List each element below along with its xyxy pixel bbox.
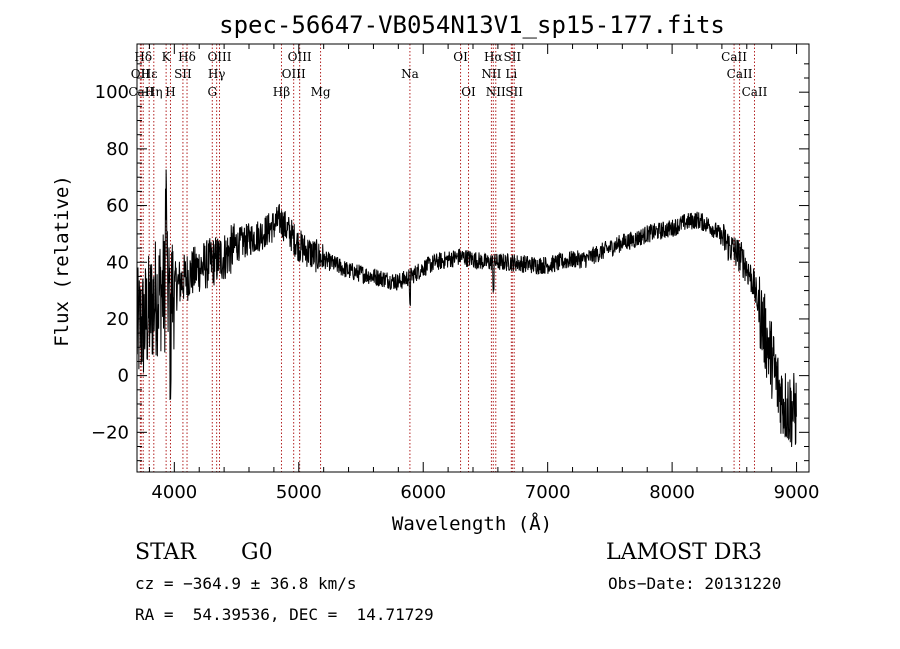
spectral-line-label: K — [162, 50, 172, 64]
spectral-line-label: OIII — [288, 50, 312, 64]
spectral-line-label: OI — [461, 85, 476, 99]
spectral-line-label: CaII — [721, 50, 747, 64]
spectral-line-label: NII — [486, 85, 506, 99]
survey-name: LAMOST DR3 — [606, 540, 762, 565]
spectral-line-label: Hβ — [273, 85, 290, 99]
spectral-line-label: OIII — [282, 67, 306, 81]
spectral-line-labels: Hδ OII CaII Hε Hη K H SII Hδ OIII Hγ G Hβ OIII OIII Mg N… — [128, 50, 767, 99]
spectral-line-label: SII — [503, 50, 521, 64]
coordinates-readout: RA = 54.39536, DEC = 14.71729 — [135, 605, 434, 624]
y-tick-label: 100 — [95, 82, 129, 103]
spectral-line-label: Hα — [484, 50, 503, 64]
y-axis-label: Flux (relative) — [51, 175, 73, 347]
y-tick-label: 0 — [118, 366, 129, 387]
spectral-line-label: Hε — [141, 67, 158, 81]
spectral-line-label: G — [207, 85, 217, 99]
spectral-line-label: Hγ — [208, 67, 226, 81]
object-subclass: G0 — [241, 540, 273, 565]
spectral-line-label: Hδ — [134, 50, 152, 64]
x-axis-ticks: 4000 5000 6000 7000 8000 9000 — [148, 44, 820, 503]
y-tick-label: −20 — [91, 422, 129, 443]
y-tick-label: 80 — [106, 139, 129, 160]
spectral-line-label: OII — [131, 67, 151, 81]
object-class: STAR — [135, 540, 196, 565]
x-tick-label: 5000 — [276, 482, 322, 503]
spectral-line-label: SII — [505, 85, 523, 99]
spectral-line-label: Li — [505, 67, 517, 81]
spectral-line-label: OIII — [207, 50, 231, 64]
x-tick-label: 6000 — [400, 482, 446, 503]
x-tick-label: 9000 — [774, 482, 820, 503]
x-tick-label: 8000 — [649, 482, 695, 503]
x-tick-label: 7000 — [525, 482, 571, 503]
spectral-line-label: H — [165, 85, 175, 99]
spectral-line-label: CaII — [742, 85, 768, 99]
x-tick-label: 4000 — [151, 482, 197, 503]
observation-date: Obs−Date: 20131220 — [608, 574, 782, 593]
spectral-line-label: OI — [453, 50, 468, 64]
spectral-line-label: Na — [401, 67, 419, 81]
chart-title: spec-56647-VB054N13V1_sp15-177.fits — [219, 11, 725, 39]
spectral-line-label: Mg — [311, 85, 331, 99]
y-axis-ticks: −20 0 20 40 60 80 100 — [91, 63, 809, 462]
spectral-line-label: SII — [174, 67, 192, 81]
y-tick-label: 20 — [106, 309, 129, 330]
velocity-readout: cz = −364.9 ± 36.8 km/s — [135, 574, 357, 593]
spectrum-series — [136, 169, 797, 448]
x-axis-label: Wavelength (Å) — [392, 512, 552, 535]
spectral-line-label: Hδ — [178, 50, 196, 64]
spectral-line-label: CaII — [727, 67, 753, 81]
spectral-line-label: NII — [481, 67, 501, 81]
y-tick-label: 60 — [106, 196, 129, 217]
y-tick-label: 40 — [106, 252, 129, 273]
spectral-line-label: Hη — [145, 85, 163, 99]
